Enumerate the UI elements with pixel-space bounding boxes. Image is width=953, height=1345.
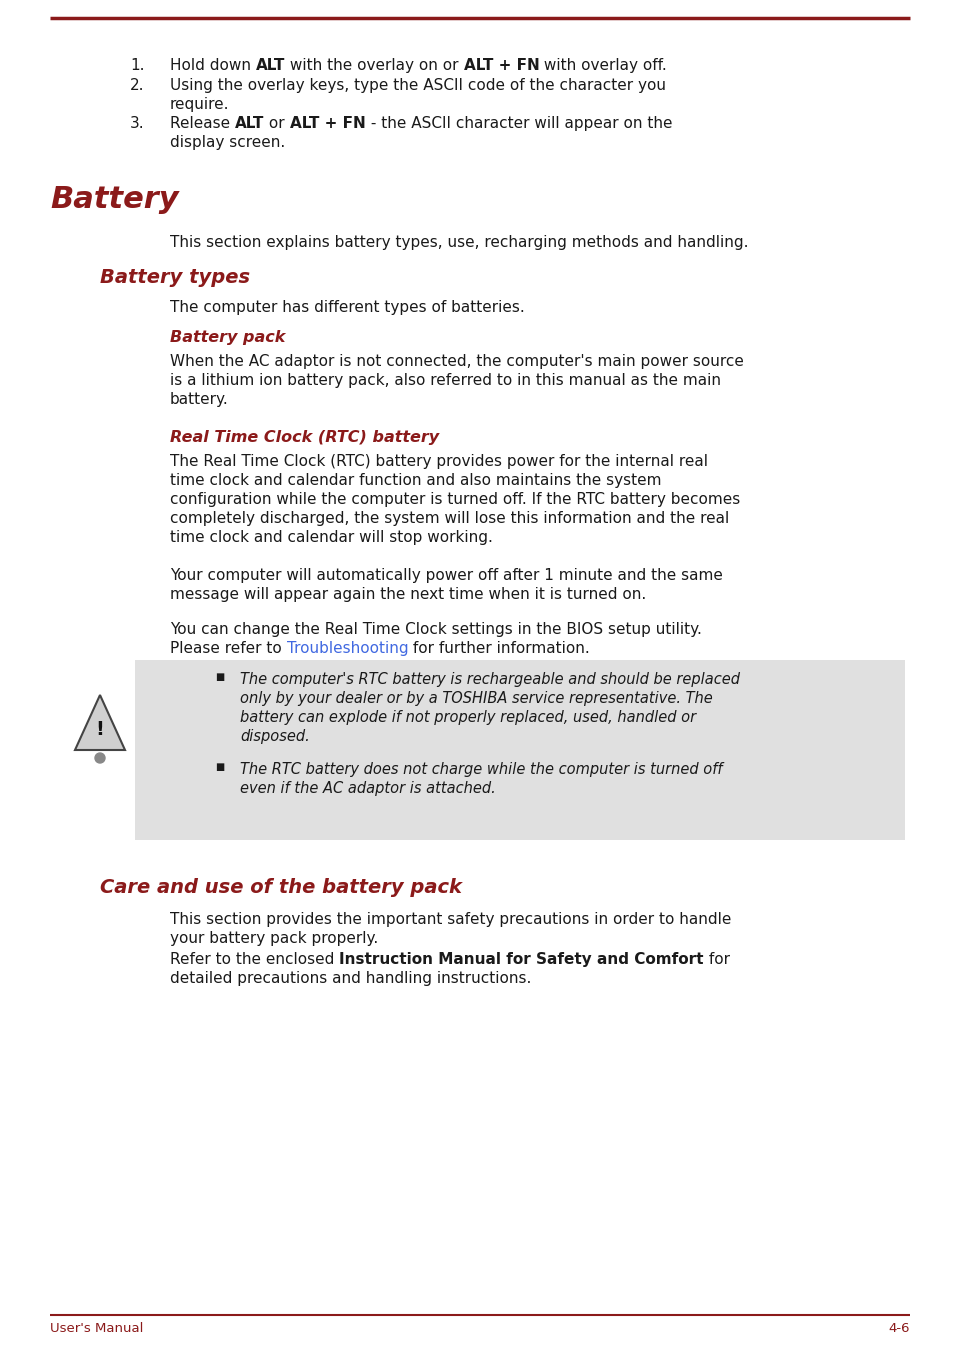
Text: Troubleshooting: Troubleshooting: [286, 642, 408, 656]
Circle shape: [95, 753, 105, 763]
Text: is a lithium ion battery pack, also referred to in this manual as the main: is a lithium ion battery pack, also refe…: [170, 373, 720, 387]
Text: ALT: ALT: [255, 58, 285, 73]
Text: configuration while the computer is turned off. If the RTC battery becomes: configuration while the computer is turn…: [170, 492, 740, 507]
Text: 1.: 1.: [130, 58, 144, 73]
Text: disposed.: disposed.: [240, 729, 310, 744]
Text: !: !: [95, 720, 104, 738]
Text: Release: Release: [170, 116, 234, 130]
Text: for: for: [703, 952, 729, 967]
Text: This section explains battery types, use, recharging methods and handling.: This section explains battery types, use…: [170, 235, 748, 250]
Text: your battery pack properly.: your battery pack properly.: [170, 931, 377, 946]
Text: This section provides the important safety precautions in order to handle: This section provides the important safe…: [170, 912, 731, 927]
Text: Real Time Clock (RTC) battery: Real Time Clock (RTC) battery: [170, 430, 438, 445]
Text: Battery pack: Battery pack: [170, 330, 285, 346]
Text: Instruction Manual for Safety and Comfort: Instruction Manual for Safety and Comfor…: [339, 952, 703, 967]
Text: - the ASCII character will appear on the: - the ASCII character will appear on the: [365, 116, 672, 130]
Text: Please refer to: Please refer to: [170, 642, 286, 656]
Text: only by your dealer or by a TOSHIBA service representative. The: only by your dealer or by a TOSHIBA serv…: [240, 691, 712, 706]
Text: 4-6: 4-6: [887, 1322, 909, 1336]
Text: or: or: [264, 116, 290, 130]
Text: 3.: 3.: [130, 116, 145, 130]
Text: message will appear again the next time when it is turned on.: message will appear again the next time …: [170, 586, 645, 603]
Text: The Real Time Clock (RTC) battery provides power for the internal real: The Real Time Clock (RTC) battery provid…: [170, 455, 707, 469]
Text: Your computer will automatically power off after 1 minute and the same: Your computer will automatically power o…: [170, 568, 722, 582]
Text: time clock and calendar will stop working.: time clock and calendar will stop workin…: [170, 530, 493, 545]
Text: When the AC adaptor is not connected, the computer's main power source: When the AC adaptor is not connected, th…: [170, 354, 743, 369]
Text: 2.: 2.: [130, 78, 144, 93]
Text: for further information.: for further information.: [408, 642, 589, 656]
Text: Battery: Battery: [50, 186, 178, 214]
Text: Refer to the enclosed: Refer to the enclosed: [170, 952, 339, 967]
Text: The RTC battery does not charge while the computer is turned off: The RTC battery does not charge while th…: [240, 763, 721, 777]
Text: require.: require.: [170, 97, 230, 112]
Text: ■: ■: [214, 672, 224, 682]
Text: Using the overlay keys, type the ASCII code of the character you: Using the overlay keys, type the ASCII c…: [170, 78, 665, 93]
Text: ALT: ALT: [234, 116, 264, 130]
Text: Battery types: Battery types: [100, 268, 250, 286]
Text: You can change the Real Time Clock settings in the BIOS setup utility.: You can change the Real Time Clock setti…: [170, 621, 701, 638]
Text: The computer's RTC battery is rechargeable and should be replaced: The computer's RTC battery is rechargeab…: [240, 672, 740, 687]
Text: completely discharged, the system will lose this information and the real: completely discharged, the system will l…: [170, 511, 728, 526]
Text: with overlay off.: with overlay off.: [538, 58, 666, 73]
Text: Care and use of the battery pack: Care and use of the battery pack: [100, 878, 461, 897]
Text: display screen.: display screen.: [170, 134, 285, 151]
Text: User's Manual: User's Manual: [50, 1322, 143, 1336]
Text: battery.: battery.: [170, 391, 229, 408]
Text: detailed precautions and handling instructions.: detailed precautions and handling instru…: [170, 971, 531, 986]
Text: time clock and calendar function and also maintains the system: time clock and calendar function and als…: [170, 473, 660, 488]
Text: The computer has different types of batteries.: The computer has different types of batt…: [170, 300, 524, 315]
Text: ■: ■: [214, 763, 224, 772]
Text: with the overlay on or: with the overlay on or: [285, 58, 463, 73]
Polygon shape: [75, 695, 125, 751]
Text: battery can explode if not properly replaced, used, handled or: battery can explode if not properly repl…: [240, 710, 696, 725]
Text: ALT + FN: ALT + FN: [290, 116, 365, 130]
Text: Hold down: Hold down: [170, 58, 255, 73]
FancyBboxPatch shape: [135, 660, 904, 841]
Text: ALT + FN: ALT + FN: [463, 58, 538, 73]
Text: even if the AC adaptor is attached.: even if the AC adaptor is attached.: [240, 781, 496, 796]
